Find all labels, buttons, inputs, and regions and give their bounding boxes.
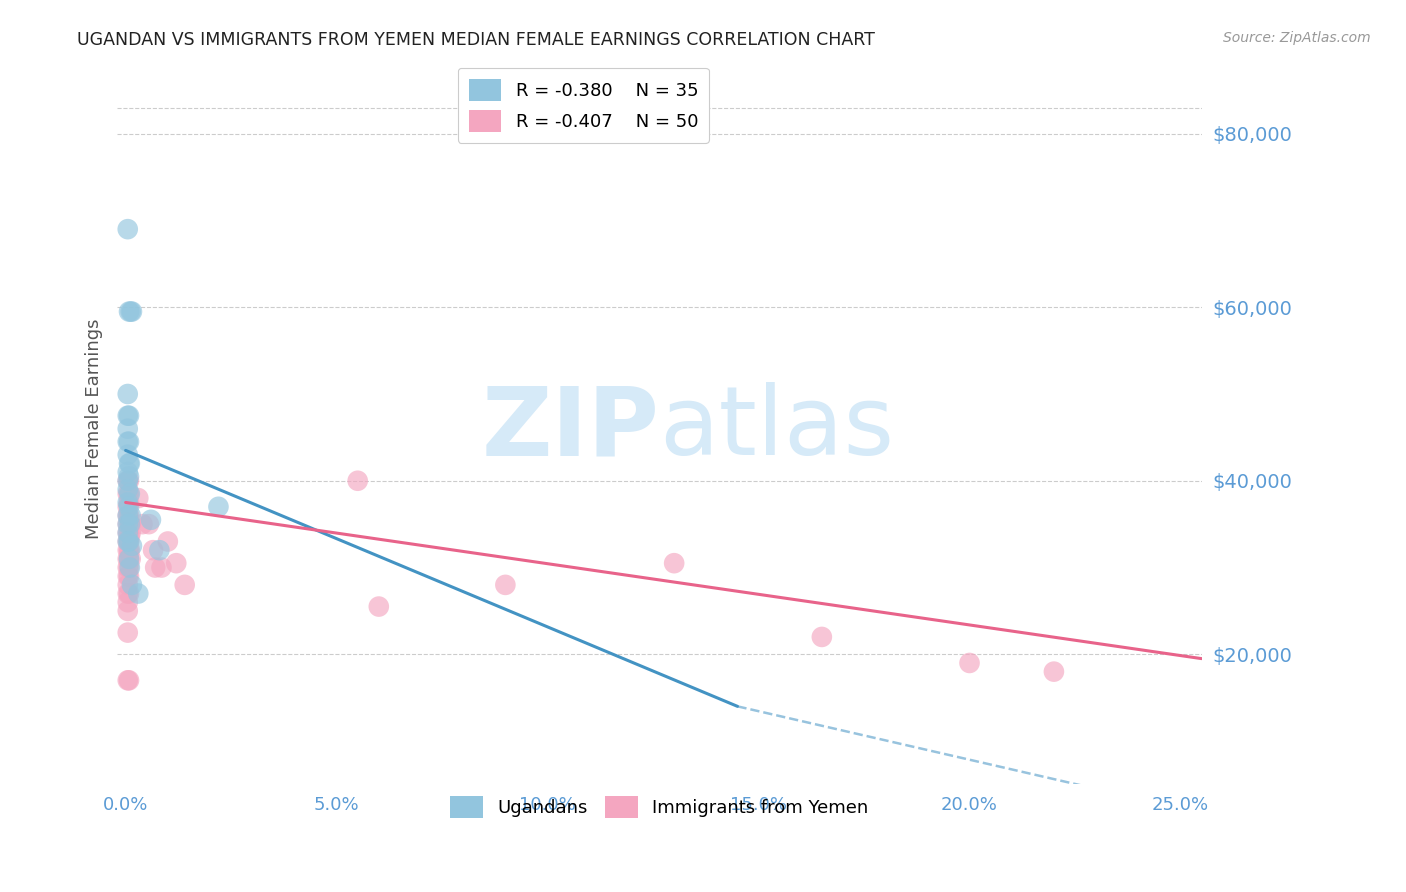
Point xyxy=(118,457,141,471)
Point xyxy=(150,560,173,574)
Point xyxy=(662,556,685,570)
Point xyxy=(117,495,139,509)
Point xyxy=(117,560,139,574)
Point xyxy=(121,539,143,553)
Point xyxy=(117,465,139,479)
Point xyxy=(117,604,139,618)
Point xyxy=(120,304,142,318)
Point xyxy=(148,543,170,558)
Point xyxy=(118,434,141,449)
Point xyxy=(117,422,139,436)
Point xyxy=(117,595,139,609)
Point xyxy=(117,517,139,532)
Y-axis label: Median Female Earnings: Median Female Earnings xyxy=(86,318,103,539)
Point xyxy=(118,500,141,514)
Point xyxy=(118,469,141,483)
Point xyxy=(117,474,139,488)
Point xyxy=(120,525,142,540)
Point xyxy=(346,474,368,488)
Point xyxy=(118,517,141,532)
Point xyxy=(139,513,162,527)
Point xyxy=(118,560,141,574)
Point xyxy=(142,543,165,558)
Point xyxy=(207,500,229,514)
Point xyxy=(143,560,166,574)
Point xyxy=(1043,665,1066,679)
Point xyxy=(131,517,153,532)
Point xyxy=(118,552,141,566)
Point xyxy=(118,487,141,501)
Point xyxy=(494,578,516,592)
Point xyxy=(117,448,139,462)
Point xyxy=(118,525,141,540)
Point xyxy=(173,578,195,592)
Point xyxy=(117,222,139,236)
Point xyxy=(118,552,141,566)
Point xyxy=(127,491,149,505)
Point xyxy=(118,530,141,544)
Point xyxy=(117,578,139,592)
Point xyxy=(367,599,389,614)
Point xyxy=(118,569,141,583)
Point xyxy=(117,409,139,423)
Point xyxy=(118,586,141,600)
Text: atlas: atlas xyxy=(659,382,894,475)
Legend: Ugandans, Immigrants from Yemen: Ugandans, Immigrants from Yemen xyxy=(443,789,876,825)
Point xyxy=(117,673,139,688)
Point xyxy=(118,543,141,558)
Point xyxy=(118,517,141,532)
Point xyxy=(165,556,187,570)
Point xyxy=(118,543,141,558)
Point xyxy=(118,495,141,509)
Point xyxy=(118,474,141,488)
Point xyxy=(959,656,981,670)
Point xyxy=(117,625,139,640)
Point xyxy=(117,517,139,532)
Point xyxy=(156,534,179,549)
Point xyxy=(117,474,139,488)
Point xyxy=(121,578,143,592)
Point xyxy=(117,387,139,401)
Point xyxy=(117,508,139,523)
Point xyxy=(118,673,141,688)
Point xyxy=(117,483,139,497)
Point xyxy=(127,586,149,600)
Point xyxy=(118,508,141,523)
Point xyxy=(118,560,141,574)
Text: UGANDAN VS IMMIGRANTS FROM YEMEN MEDIAN FEMALE EARNINGS CORRELATION CHART: UGANDAN VS IMMIGRANTS FROM YEMEN MEDIAN … xyxy=(77,31,875,49)
Point xyxy=(121,304,143,318)
Point xyxy=(118,534,141,549)
Point xyxy=(117,525,139,540)
Point xyxy=(117,525,139,540)
Point xyxy=(117,487,139,501)
Point xyxy=(117,534,139,549)
Point xyxy=(118,409,141,423)
Point xyxy=(118,534,141,549)
Point xyxy=(117,552,139,566)
Point xyxy=(120,517,142,532)
Point xyxy=(118,487,141,501)
Point xyxy=(117,569,139,583)
Point xyxy=(138,517,160,532)
Point xyxy=(117,500,139,514)
Point xyxy=(120,552,142,566)
Point xyxy=(117,434,139,449)
Text: Source: ZipAtlas.com: Source: ZipAtlas.com xyxy=(1223,31,1371,45)
Point xyxy=(118,304,141,318)
Text: ZIP: ZIP xyxy=(481,382,659,475)
Point xyxy=(117,534,139,549)
Point xyxy=(811,630,834,644)
Point xyxy=(117,543,139,558)
Point xyxy=(117,508,139,523)
Point xyxy=(118,457,141,471)
Point xyxy=(120,508,142,523)
Point xyxy=(117,586,139,600)
